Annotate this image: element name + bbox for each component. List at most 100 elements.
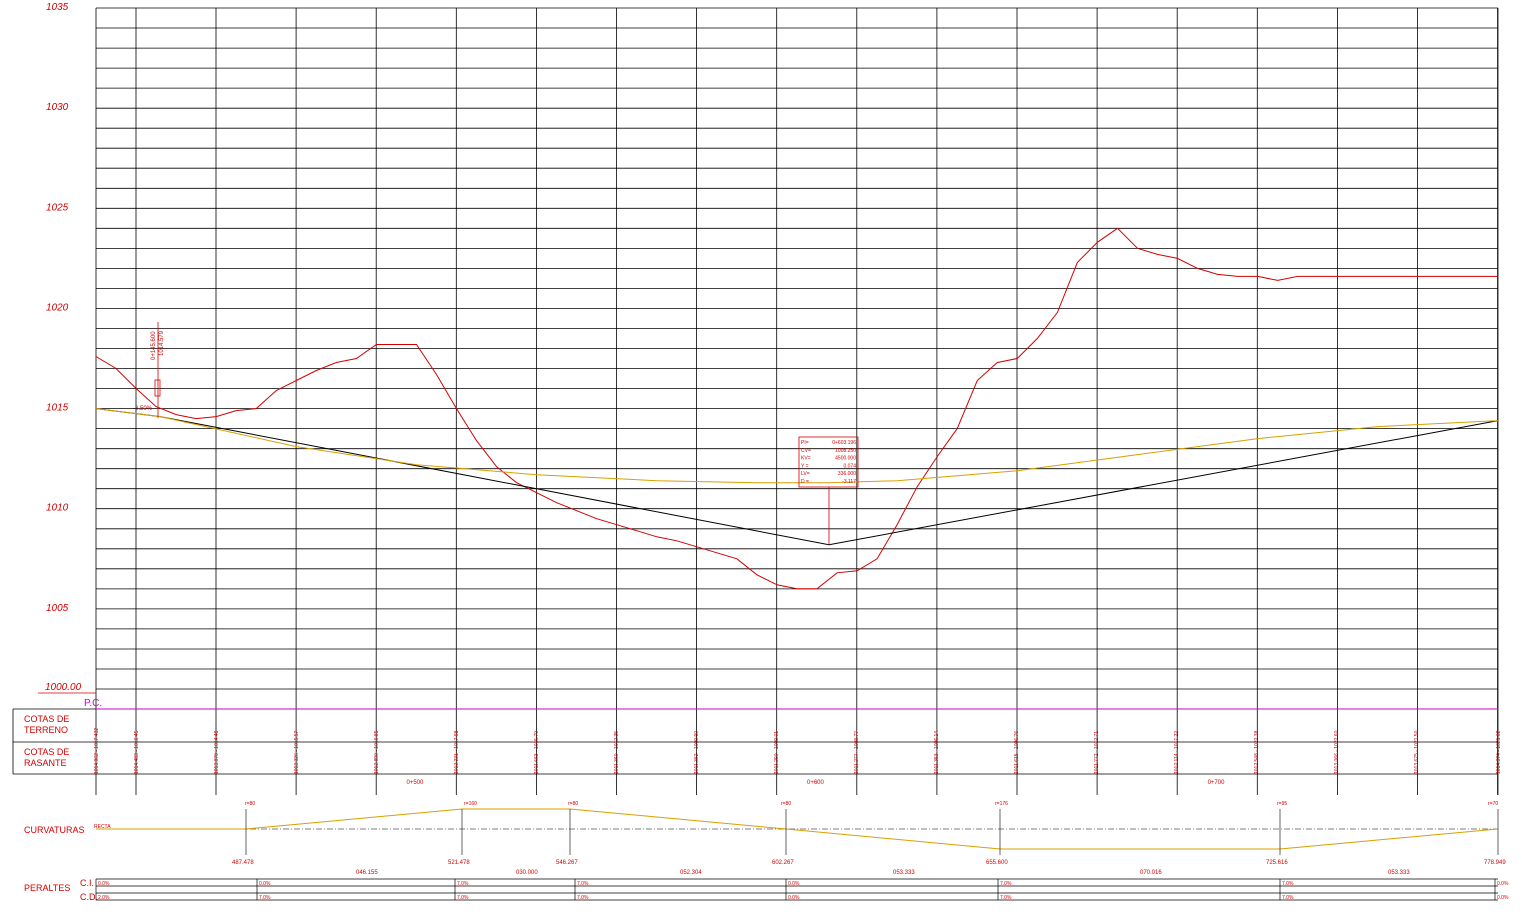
band-value: 1012.548 - 1022.38: [1254, 730, 1260, 774]
peralte-ci-value: 7.0%: [1000, 881, 1012, 887]
vc-field-value: 0.074: [843, 463, 856, 469]
profile-line: [95, 408, 1499, 546]
band-value: 1013.326 - 1015.57: [294, 730, 300, 774]
profile-line: [95, 227, 1498, 590]
band-value: 1011.360 - 1012.35: [614, 731, 620, 774]
curvaturas-title: CURVATURAS: [24, 825, 85, 835]
y-axis-labels: 1035 1030 1025 1020 1015 1010 1005: [46, 2, 69, 614]
band-value: 1014.483 - 1016.45: [134, 730, 140, 774]
marker-slope: -3.50%: [133, 406, 153, 412]
radius-label: r=80: [568, 801, 578, 807]
vc-field-key: D =: [801, 479, 809, 485]
vc-field-value: 336.000: [838, 471, 856, 477]
peralte-cd-value: 7.0%: [1000, 895, 1012, 901]
peralte-ci-value: 7.0%: [577, 881, 589, 887]
radius-label: r=176: [995, 801, 1008, 807]
station-labels: 0+500 0+600 0+700: [407, 780, 1226, 786]
curvaturas-start: RECTA: [94, 824, 111, 830]
vc-field-key: LV=: [801, 471, 810, 477]
vc-field-value: 1008.250: [835, 448, 856, 454]
curvature-length: 052.304: [680, 870, 702, 876]
band-values: 1014.862 - 1017.432 1014.483 - 1016.45 101…: [94, 728, 1502, 774]
band-value: 1011.353 - 1006.14: [934, 731, 940, 774]
peralte-ci-value: 0.0%: [1497, 881, 1509, 887]
band-value: 1014.374 - 1021.62: [1496, 730, 1502, 774]
y-tick-label: 1025: [46, 202, 69, 213]
vc-field-value: 0+603.196: [832, 440, 856, 446]
band-value: 1011.290 - 1009.01: [774, 731, 780, 774]
peralte-cd-value: 0.0%: [788, 895, 800, 901]
station-label: 0+700: [1208, 780, 1226, 786]
band-value: 1013.870 - 1014.48: [214, 730, 220, 774]
cotas-rasante-label: COTAS DE RASANTE: [24, 747, 69, 768]
elevation-band: [12, 708, 1498, 775]
radius-label: r=160: [464, 801, 477, 807]
radius-label: r=80: [781, 801, 791, 807]
profile-line: [95, 408, 1499, 484]
vc-field-value: 4500.000: [835, 456, 856, 462]
curvature-length: 053.333: [1388, 870, 1410, 876]
curvature-length: 030.000: [516, 870, 538, 876]
marker-elevation: 1014.579: [159, 330, 165, 356]
y-tick-label: 1015: [46, 403, 69, 414]
band-value: 1011.663 - 1015.70: [534, 731, 540, 774]
peralte-cd-value: 2.0%: [98, 895, 110, 901]
y-tick-label: 1035: [46, 2, 69, 13]
curvature-length: 046.155: [356, 870, 378, 876]
peraltes-title: PERALTES: [24, 883, 70, 893]
station-label: 0+600: [807, 780, 825, 786]
peralte-cd-value: 0.0%: [1497, 895, 1509, 901]
peralte-cd-value: 7.0%: [1282, 895, 1294, 901]
vertical-curve-info: PI= 0+603.196 CV= 1008.250 KV= 4500.000 Y = 0.0…: [798, 436, 859, 545]
peralte-ci-value: 0.0%: [259, 881, 271, 887]
curvature-length: 053.333: [893, 870, 915, 876]
y-tick-label: 1010: [46, 503, 69, 514]
curvature-diagram: r=80 r=160 r=80 r=80 r=176 r=95 r=70 487.478 521…: [96, 801, 1506, 876]
curvature-station: 546.267: [556, 860, 578, 866]
peralte-cd-value: 7.0%: [259, 895, 271, 901]
peralte-cd-value: 7.0%: [457, 895, 469, 901]
curvature-station: 521.478: [448, 860, 470, 866]
band-value: 1011.362 - 1009.90: [694, 731, 700, 774]
curvature-station: 487.478: [232, 860, 254, 866]
vc-field-key: CV=: [801, 448, 811, 454]
band-value: 1013.066 - 1022.60: [1334, 730, 1340, 774]
curvature-station: 655.600: [986, 860, 1008, 866]
band-value: 1012.231 - 1017.98: [454, 730, 460, 774]
ci-label: C.I.: [80, 878, 94, 888]
band-value: 1013.675 - 1021.50: [1414, 730, 1420, 774]
pc-label: P.C.: [84, 698, 102, 709]
grid: [95, 7, 1499, 795]
curvature-station: 602.267: [772, 860, 794, 866]
band-value: 1014.862 - 1017.432: [94, 728, 100, 774]
y-tick-label: 1030: [46, 102, 69, 113]
curvature-station: 778.949: [1484, 860, 1506, 866]
peralte-ci-value: 7.0%: [1282, 881, 1294, 887]
start-marker: 0+145.600 1014.579 -3.50%: [133, 322, 165, 418]
peralte-ci-value: 7.0%: [457, 881, 469, 887]
y-tick-label: 1005: [46, 603, 69, 614]
vc-field-key: KV=: [801, 456, 811, 462]
superelevation-band: 0.0% 0.0% 7.0% 7.0% 0.0% 7.0% 7.0% 0.0% 2.0% 7.0%…: [95, 878, 1509, 901]
radius-label: r=70: [1488, 801, 1498, 807]
curvature-station: 725.616: [1266, 860, 1288, 866]
curvature-line: [96, 808, 1499, 850]
band-value: 1012.114 - 1017.22: [1174, 731, 1180, 774]
cd-label: C.D.: [80, 892, 98, 902]
radius-label: r=80: [245, 801, 255, 807]
cotas-terreno-label: COTAS DE TERRENO: [24, 714, 69, 735]
radius-label: r=95: [1277, 801, 1287, 807]
band-value: 1011.277 - 1008.77: [854, 731, 860, 774]
band-value: 1011.615 - 1006.76: [1014, 731, 1020, 774]
y-tick-label: 1020: [46, 302, 69, 313]
vc-field-value: -3.117: [842, 479, 856, 485]
vc-field-key: Y =: [801, 463, 809, 469]
marker-station: 0+145.600: [151, 331, 157, 360]
band-value: 1012.890 - 1016.85: [374, 730, 380, 774]
curvature-length: 070.016: [1140, 870, 1162, 876]
peralte-cd-value: 7.0%: [577, 895, 589, 901]
peralte-ci-value: 0.0%: [788, 881, 800, 887]
datum-label: 1000.00: [45, 682, 82, 693]
vc-field-key: PI=: [801, 440, 809, 446]
